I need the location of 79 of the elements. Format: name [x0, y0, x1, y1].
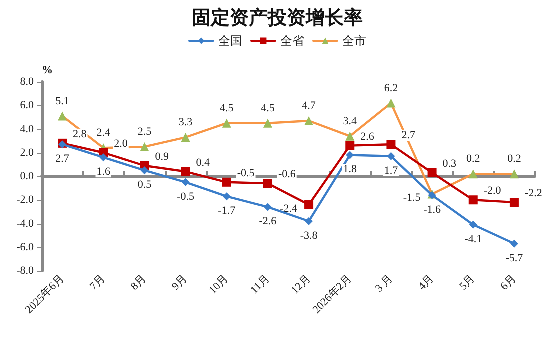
- point: [346, 141, 355, 150]
- data-label: 4.7: [302, 100, 316, 112]
- data-label: 2.0: [114, 138, 128, 150]
- y-tick-label: 2.0: [20, 146, 34, 159]
- data-label: 6.2: [384, 82, 398, 94]
- data-label: 2.7: [402, 130, 416, 142]
- y-tick-label: -2.0: [16, 194, 34, 206]
- data-label: -2.4: [280, 202, 298, 215]
- data-label: 5.1: [56, 95, 70, 108]
- point: [100, 154, 108, 162]
- legend-label: 全省: [280, 34, 304, 48]
- x-tick-label: 8月: [128, 272, 149, 293]
- data-label: 0.4: [196, 156, 211, 169]
- point: [469, 220, 478, 229]
- data-label: 2.4: [96, 127, 111, 140]
- data-label: -2.0: [484, 185, 502, 198]
- point: [386, 140, 396, 150]
- data-label: -2.6: [259, 216, 278, 228]
- point: [263, 179, 272, 188]
- point: [510, 198, 519, 207]
- y-tick-label: 4.0: [20, 123, 34, 136]
- point: [181, 167, 190, 176]
- data-label: 1.8: [343, 164, 358, 176]
- y-tick-label: -6.0: [16, 241, 34, 254]
- data-label: 4.5: [261, 102, 276, 114]
- point: [387, 152, 396, 160]
- data-label: -2.2: [524, 187, 542, 200]
- data-label: 2.7: [56, 153, 70, 166]
- data-label: 1.7: [384, 164, 399, 177]
- point: [304, 200, 314, 210]
- legend-label: 全市: [342, 34, 366, 48]
- data-label: -0.5: [177, 190, 195, 203]
- data-label: -0.5: [237, 167, 256, 180]
- x-tick-label: 6月: [498, 272, 519, 293]
- point: [510, 240, 518, 248]
- x-tick-label: 4月: [416, 272, 437, 293]
- x-tick-label: 10月: [207, 272, 232, 297]
- data-label: 0.2: [508, 153, 522, 166]
- x-tick-label: 7月: [88, 272, 108, 293]
- y-tick-label: -4.0: [16, 218, 34, 230]
- point: [182, 178, 190, 186]
- point: [305, 217, 314, 226]
- data-label: 2.8: [73, 128, 88, 140]
- data-label: 0.2: [466, 153, 480, 166]
- data-label: 4.5: [220, 102, 234, 114]
- data-label: 2.5: [138, 126, 152, 138]
- point: [222, 192, 231, 201]
- chart-title: 固定资产投资增长率: [192, 7, 363, 29]
- y-tick-label: -8.0: [16, 265, 34, 277]
- data-label: 3.4: [343, 115, 358, 128]
- data-label: 3.3: [178, 116, 194, 129]
- data-label: 1.6: [96, 166, 111, 178]
- x-tick-label: 9月: [170, 272, 190, 293]
- data-label: -5.7: [506, 252, 524, 264]
- data-label: -4.1: [464, 233, 482, 246]
- point: [264, 203, 272, 212]
- point: [468, 196, 478, 205]
- point: [140, 166, 149, 175]
- y-tick-label: 8.0: [20, 76, 34, 88]
- x-tick-label: 11月: [248, 272, 272, 296]
- y-axis-title: %: [42, 64, 53, 76]
- x-tick-label: 12月: [289, 272, 314, 297]
- y-tick-label: 6.0: [20, 100, 34, 112]
- point: [346, 151, 354, 160]
- x-tick-label: 3 月: [373, 272, 396, 295]
- data-label: -3.8: [300, 230, 318, 242]
- point: [428, 168, 437, 178]
- legend-label: 全国: [218, 34, 242, 48]
- data-label: -1.6: [424, 204, 442, 216]
- data-label: 2.6: [360, 130, 375, 143]
- data-label: 0.9: [155, 150, 170, 163]
- data-label: 0.3: [442, 158, 458, 170]
- x-tick-label: 5月: [457, 272, 478, 293]
- data-label: -1.5: [403, 192, 422, 204]
- y-tick-label: 0.0: [20, 170, 34, 182]
- data-label: -1.7: [218, 205, 236, 218]
- point: [222, 178, 232, 187]
- data-label: 0.5: [138, 179, 152, 192]
- data-label: -0.6: [278, 168, 296, 181]
